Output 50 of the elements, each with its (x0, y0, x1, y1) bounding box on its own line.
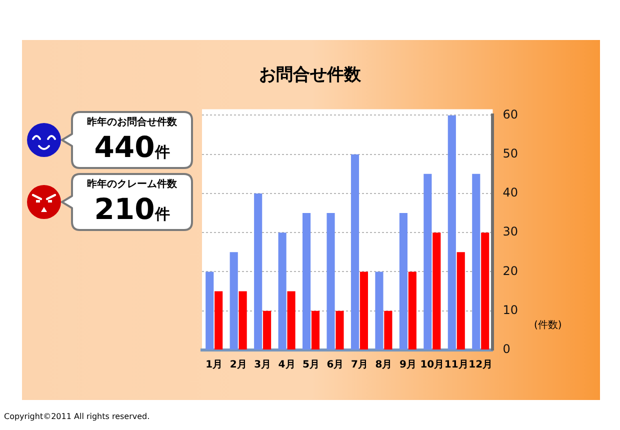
x-tick-label: 6月 (326, 360, 344, 371)
x-tick-label: 8月 (375, 360, 392, 371)
bar (214, 291, 223, 350)
x-tick-label: 3月 (254, 360, 272, 371)
bar (408, 272, 416, 350)
bar (230, 252, 238, 350)
bar (263, 310, 272, 350)
bar (206, 272, 214, 350)
y-tick-label: 20 (502, 264, 518, 278)
x-tick-label: 1月 (206, 360, 223, 371)
x-tick-label: 5月 (302, 360, 320, 371)
bar (360, 272, 368, 350)
bar (302, 213, 311, 350)
bar (350, 154, 360, 350)
bar (278, 232, 286, 350)
y-tick-label: 30 (502, 224, 518, 239)
y-axis-title: (件数) (534, 319, 562, 332)
bar (432, 232, 441, 350)
x-tick-label: 12月 (468, 360, 493, 371)
text: 440件 (94, 130, 170, 164)
text: Copyright©2011 All rights reserved. (4, 412, 150, 421)
bar (481, 232, 490, 350)
bar (326, 213, 335, 350)
bar (399, 213, 408, 350)
bar (287, 291, 296, 350)
x-tick-label: 9月 (399, 360, 416, 371)
y-tick-label: 50 (502, 146, 518, 160)
bar (375, 272, 384, 350)
x-tick-label: 7月 (350, 360, 368, 371)
text: 昨年のお問合せ件数 (86, 117, 178, 129)
x-tick-label: 10月 (420, 360, 444, 371)
y-tick-label: 60 (502, 107, 518, 122)
bar (311, 310, 320, 350)
bar (254, 193, 262, 350)
y-tick-label: 10 (502, 302, 518, 317)
x-tick-label: 11月 (444, 360, 468, 371)
x-tick-label: 4月 (278, 360, 296, 371)
text: 昨年のクレーム件数 (86, 179, 178, 191)
bar (456, 252, 465, 350)
bar (238, 291, 247, 350)
bar (448, 115, 456, 350)
x-tick-label: 2月 (230, 360, 247, 371)
y-tick-label: 40 (502, 186, 518, 200)
text: 210件 (94, 192, 170, 226)
chart-title: お問合せ件数 (258, 64, 362, 86)
y-tick-label: 0 (502, 342, 510, 356)
bar (472, 174, 480, 350)
bar (384, 310, 392, 350)
bar (424, 174, 432, 350)
bar (336, 310, 344, 350)
